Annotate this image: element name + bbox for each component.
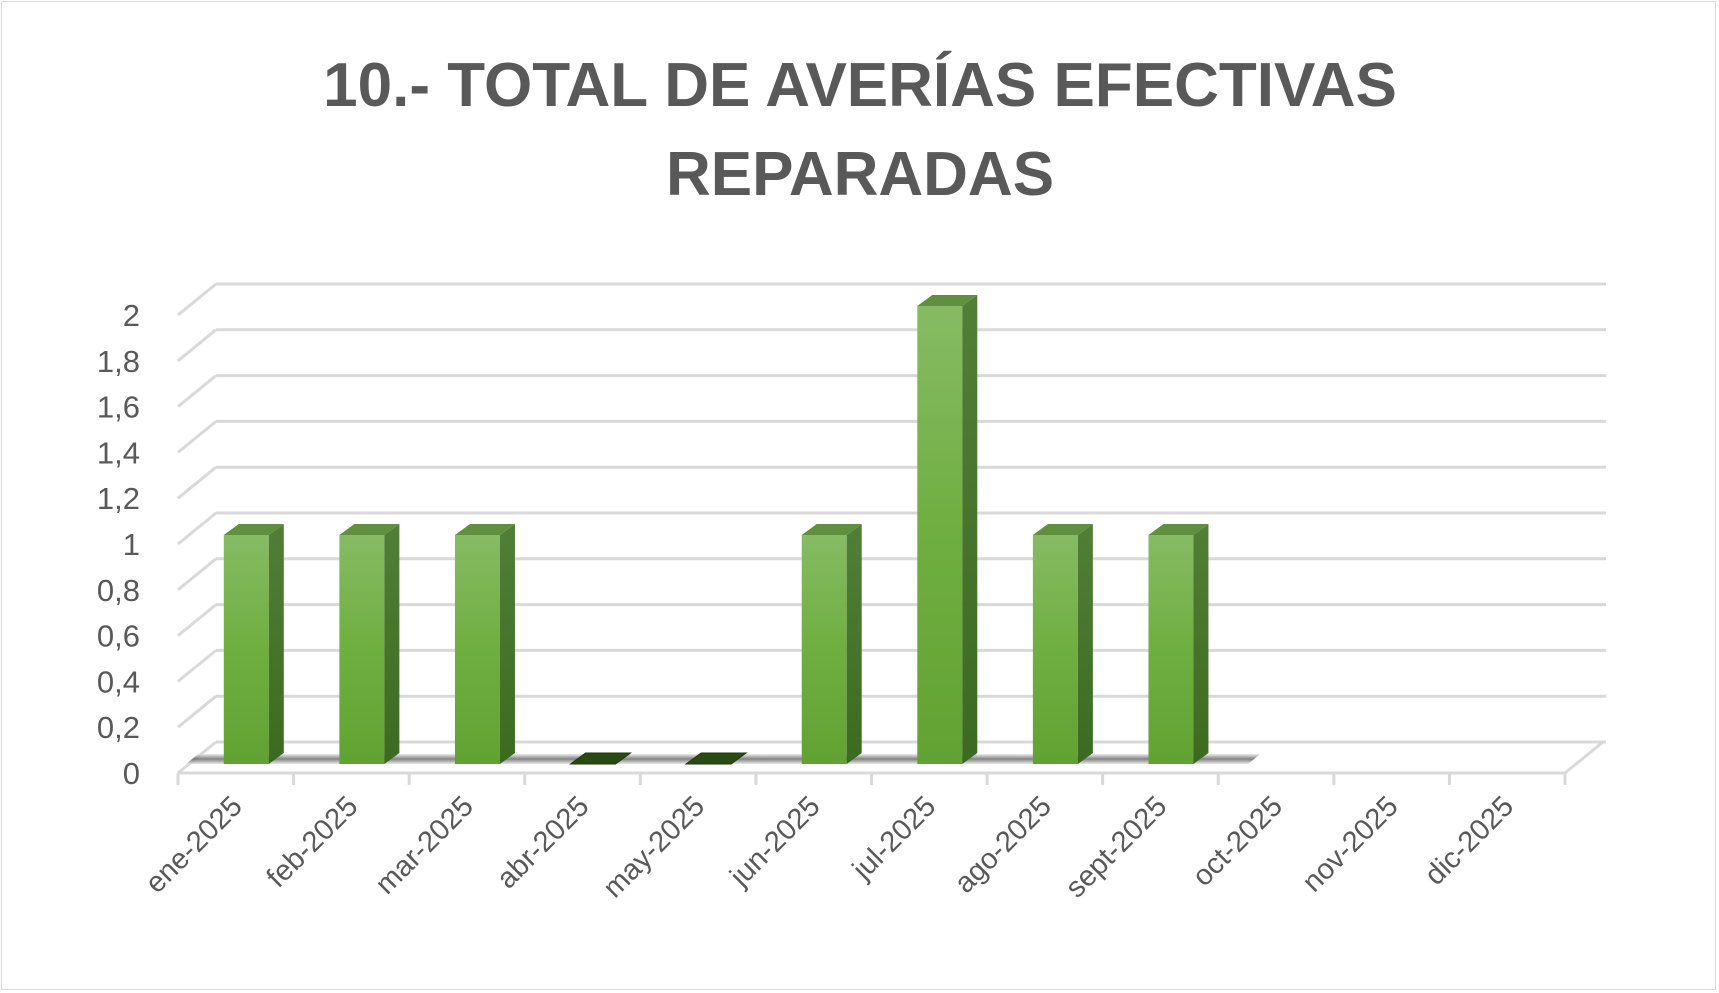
- y-tick-label: 1,8: [97, 344, 140, 379]
- bar-ago-2025: [1032, 524, 1093, 764]
- y-tick-label: 0,8: [97, 573, 140, 608]
- bar-sept-2025: [1148, 524, 1209, 764]
- bar-abr-2025: [569, 752, 633, 765]
- y-tick-label: 0,2: [97, 710, 140, 745]
- bar-feb-2025: [339, 524, 400, 764]
- bar-jun-2025: [801, 524, 862, 764]
- y-tick-label: 2: [123, 298, 140, 333]
- bar-front: [1032, 535, 1078, 764]
- x-tick-label: oct-2025: [1187, 790, 1289, 892]
- bar-front: [223, 535, 269, 764]
- y-tick-label: 0: [123, 756, 140, 791]
- bar-top: [1148, 524, 1209, 535]
- bar-ene-2025: [223, 524, 284, 764]
- side-gridline: [177, 557, 217, 591]
- x-tick-label: ene-2025: [139, 790, 248, 899]
- x-tick-label: dic-2025: [1419, 790, 1520, 891]
- y-tick-label: 1,4: [97, 435, 140, 470]
- bar-side: [1077, 524, 1093, 764]
- floor-edge: [1564, 740, 1604, 775]
- bar-front: [1148, 535, 1194, 764]
- side-gridline: [177, 420, 217, 454]
- bar-side: [962, 295, 978, 764]
- chart-title-line-1: 10.- TOTAL DE AVERÍAS EFECTIVAS: [323, 51, 1397, 120]
- x-tick-label: nov-2025: [1296, 790, 1404, 898]
- bar-top: [223, 524, 284, 535]
- side-gridline: [177, 603, 217, 637]
- side-gridline: [177, 466, 217, 500]
- bar-side: [846, 524, 862, 764]
- bar-top: [1032, 524, 1093, 535]
- bar-side: [1193, 524, 1209, 764]
- x-tick-label: mar-2025: [370, 790, 480, 900]
- side-gridline: [177, 511, 217, 546]
- y-tick-label: 0,4: [97, 664, 140, 699]
- bar-top: [454, 524, 515, 535]
- bar-side: [499, 524, 515, 764]
- bar-front: [917, 306, 963, 764]
- y-tick-label: 0,6: [97, 619, 140, 654]
- x-tick-label: jun-2025: [724, 790, 827, 893]
- x-tick-label: abr-2025: [491, 790, 596, 895]
- bar-mar-2025: [454, 524, 515, 764]
- side-gridline: [177, 282, 217, 317]
- bar-front: [801, 535, 847, 764]
- bar-top: [801, 524, 862, 535]
- bar-zero: [684, 752, 748, 765]
- x-tick-label: may-2025: [597, 790, 711, 904]
- bar-zero: [569, 752, 633, 765]
- bar-side: [268, 524, 284, 764]
- bar-front: [454, 535, 500, 764]
- bar-jul-2025: [917, 295, 978, 764]
- y-tick-label: 1: [123, 527, 140, 562]
- x-tick-label: ago-2025: [949, 790, 1058, 899]
- bar-front: [339, 535, 385, 764]
- bar-top: [917, 295, 978, 306]
- chart-title-line-2: REPARADAS: [666, 140, 1054, 209]
- x-tick-label: sept-2025: [1060, 790, 1174, 904]
- side-gridline: [177, 649, 217, 683]
- bar-side: [384, 524, 400, 764]
- y-tick-label: 1,2: [97, 481, 140, 516]
- x-tick-label: feb-2025: [261, 790, 365, 894]
- side-gridline: [177, 374, 217, 408]
- y-tick-label: 1,6: [97, 390, 140, 425]
- side-gridline: [177, 328, 217, 362]
- bar-may-2025: [684, 752, 748, 765]
- x-tick-label: jul-2025: [846, 790, 942, 886]
- side-gridline: [177, 695, 217, 729]
- bar-top: [339, 524, 400, 535]
